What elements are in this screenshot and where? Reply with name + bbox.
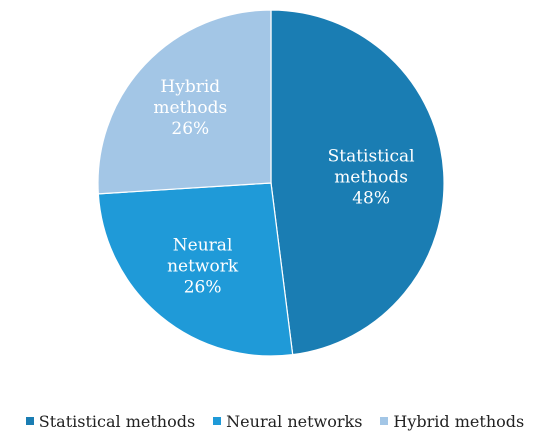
pie-slice-labels: Statistical methods 48% Neural network 26% Hyb… (153, 77, 414, 297)
chart-legend: Statistical methods Neural networks Hybr… (0, 409, 550, 433)
legend-item-statistical-methods[interactable]: Statistical methods (25, 411, 196, 431)
pie-slices (97, 9, 445, 357)
pie-slice-label-statistical-methods: Statistical methods 48% (328, 147, 415, 209)
pie-slice-statistical-methods[interactable] (270, 9, 445, 356)
legend-swatch-neural-networks (213, 417, 222, 425)
legend-swatch-statistical-methods (25, 417, 34, 425)
pie-slice-label-neural-networks: Neural network 26% (167, 236, 239, 298)
legend-item-hybrid-methods[interactable]: Hybrid methods (380, 412, 524, 431)
legend-label-hybrid-methods: Hybrid methods (393, 411, 525, 431)
pie-slice-hybrid-methods[interactable] (97, 9, 272, 195)
legend-item-neural-networks[interactable]: Neural networks (213, 412, 362, 431)
legend-label-statistical-methods: Statistical methods (38, 411, 196, 431)
pie-slice-label-hybrid-methods: Hybrid methods 26% (153, 77, 227, 139)
pie-slice-neural-networks[interactable] (97, 182, 294, 357)
legend-label-neural-networks: Neural networks (226, 411, 363, 431)
legend-swatch-hybrid-methods (380, 417, 389, 425)
